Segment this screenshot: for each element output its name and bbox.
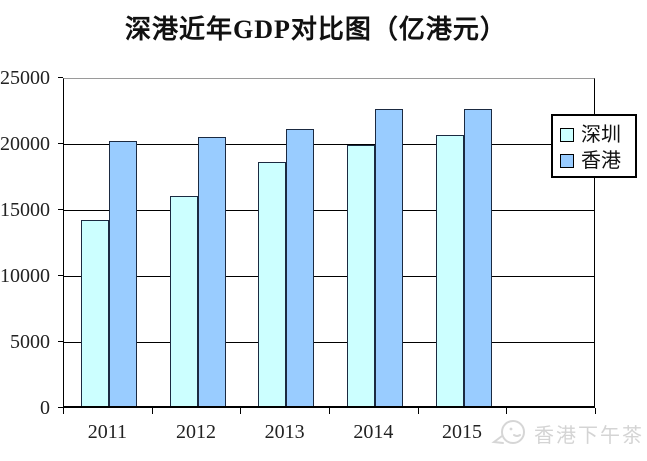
legend-label-hongkong: 香港 — [581, 150, 621, 172]
x-axis-label-2011: 2011 — [87, 421, 127, 443]
plot-area — [63, 78, 595, 408]
x-axis-label-2012: 2012 — [176, 421, 216, 443]
legend-entry-hongkong: 香港 — [560, 148, 635, 174]
gridline-10000 — [64, 276, 594, 277]
watermark: 香港下午茶 — [490, 416, 644, 450]
bar-shenzhen-2015 — [435, 135, 464, 406]
x-axis-tick — [506, 408, 508, 414]
bar-hongkong-2012 — [197, 136, 226, 406]
x-axis-tick — [417, 408, 419, 414]
x-axis-tick — [329, 408, 330, 414]
legend-swatch-hongkong — [560, 154, 574, 168]
legend-entry-shenzhen: 深圳 — [560, 122, 635, 148]
bar-shenzhen-2014 — [347, 144, 375, 406]
bar-shenzhen-2012 — [169, 196, 198, 406]
x-axis-tick — [595, 408, 596, 414]
y-axis-label-15000: 15000 — [0, 199, 50, 221]
y-axis-tick — [58, 341, 63, 342]
x-axis-tick — [240, 408, 242, 414]
y-axis-tick — [58, 275, 63, 276]
gridline-15000 — [64, 210, 594, 211]
bar-shenzhen-2013 — [258, 161, 287, 406]
bar-hongkong-2011 — [109, 140, 137, 406]
fish-logo-icon — [491, 420, 525, 444]
x-axis-label-2013: 2013 — [264, 421, 305, 443]
bar-hongkong-2015 — [463, 109, 492, 406]
bar-hongkong-2014 — [375, 109, 403, 406]
legend-label-shenzhen: 深圳 — [581, 124, 621, 146]
x-axis-tick — [63, 408, 64, 414]
x-axis-label-2014: 2014 — [353, 421, 394, 443]
y-axis-tick — [58, 143, 63, 144]
bar-shenzhen-2011 — [81, 219, 109, 406]
y-axis-label-10000: 10000 — [0, 265, 50, 287]
y-axis-tick — [58, 77, 63, 78]
legend: 深圳 香港 — [551, 114, 637, 178]
gridline-20000 — [64, 144, 594, 145]
legend-swatch-shenzhen — [560, 128, 574, 142]
y-axis-label-20000: 20000 — [0, 133, 50, 155]
x-axis-label-2015: 2015 — [442, 421, 482, 443]
chart-title: 深港近年GDP对比图（亿港元） — [125, 15, 507, 44]
y-axis-tick — [58, 209, 63, 210]
gridline-5000 — [64, 342, 594, 343]
y-axis-label-25000: 25000 — [0, 67, 50, 89]
watermark-text: 香港下午茶 — [534, 424, 644, 447]
y-axis-label-0: 0 — [40, 397, 50, 419]
x-axis-tick — [151, 408, 153, 414]
y-axis-label-5000: 5000 — [10, 331, 50, 353]
y-axis-tick — [58, 407, 63, 408]
bar-hongkong-2013 — [286, 128, 315, 406]
